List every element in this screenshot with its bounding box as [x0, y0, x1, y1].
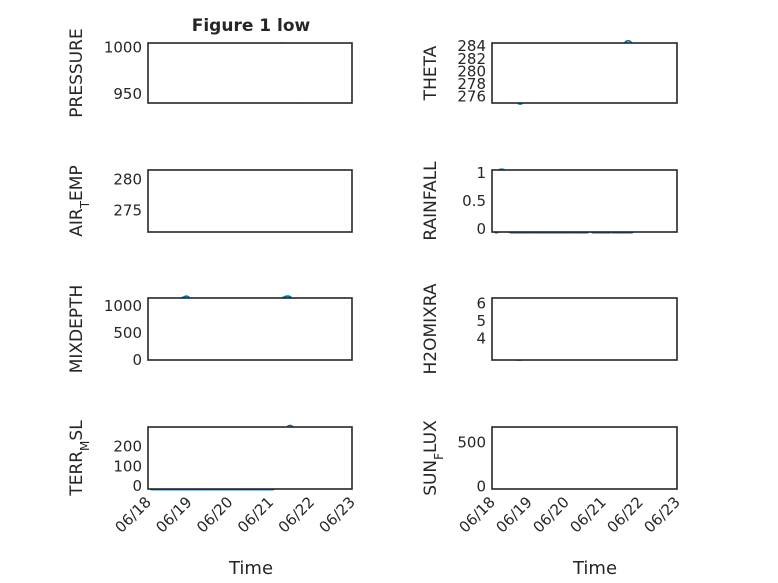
y-tick-label: 500	[457, 434, 486, 452]
axes-frame	[491, 42, 678, 104]
subplot-1: 950 1000 PRESSURE	[67, 28, 353, 118]
y-tick-label: 284	[457, 37, 486, 55]
y-axis-label: AIRTEMP	[67, 165, 92, 236]
y-tick-label: 1000	[104, 297, 142, 315]
axes-frame	[147, 297, 353, 361]
y-tick-label: 6	[476, 294, 486, 312]
y-tick-label: 5	[476, 312, 486, 330]
figure-title: Figure 1 low	[192, 16, 311, 36]
subplot-6: 456 H2OMIXRA	[421, 283, 678, 375]
y-tick-label: 1000	[104, 39, 142, 57]
y-tick-label: 500	[113, 324, 142, 342]
axes-frame	[147, 169, 353, 233]
y-tick-label: 950	[113, 85, 142, 103]
y-tick-label: 0	[132, 351, 142, 369]
y-axis-label: MIXDEPTH	[67, 285, 87, 374]
y-tick-label: 0.5	[462, 192, 486, 210]
subplot-3: 275 280 AIRTEMP	[67, 165, 353, 237]
y-axis-label: TERRMSL	[67, 420, 92, 497]
axes-frame	[491, 426, 678, 490]
y-tick-label: 100	[113, 457, 142, 475]
y-tick-label: 280	[113, 170, 142, 188]
y-tick-label: 0	[476, 477, 486, 495]
axes-frame	[147, 42, 353, 104]
y-tick-label: 278	[457, 75, 486, 93]
y-axis-label: SUNFLUX	[421, 420, 446, 496]
x-axis-label-left: Time	[228, 558, 273, 579]
y-tick-label: 200	[113, 438, 142, 456]
y-tick-label: 4	[476, 330, 486, 348]
y-axis-label: RAINFALL	[421, 161, 441, 241]
y-tick-label: 280	[457, 62, 486, 80]
y-tick-label: 0	[476, 220, 486, 238]
subplot-4: 0 0.5 1 RAINFALL	[421, 161, 678, 241]
y-tick-label: 1	[476, 164, 486, 182]
axes-frame	[147, 426, 353, 490]
y-axis-label: PRESSURE	[67, 28, 87, 117]
axes-frame	[491, 169, 678, 233]
x-axis-label-right: Time	[572, 558, 617, 579]
y-tick-label: 275	[113, 201, 142, 219]
axes-frame	[491, 297, 678, 361]
subplot-5: 0 500 1000 MIXDEPTH	[67, 285, 353, 374]
y-axis-label: THETA	[421, 45, 441, 101]
y-tick-label: 282	[457, 50, 486, 68]
y-tick-label: 0	[132, 477, 142, 495]
y-tick-label: 276	[457, 88, 486, 106]
y-axis-label: H2OMIXRA	[421, 283, 441, 374]
